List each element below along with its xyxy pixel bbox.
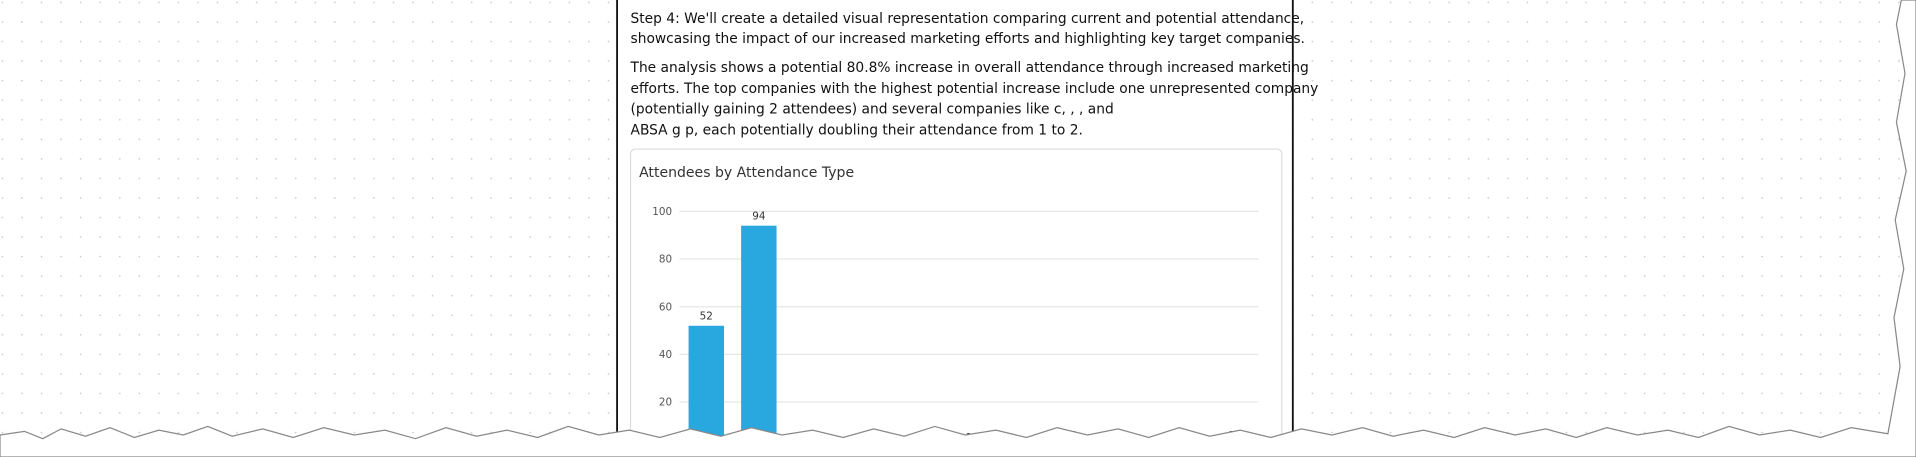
paragraph-line: showcasing the impact of our increased m… — [631, 31, 1305, 47]
y-tick-label: 20 — [659, 397, 672, 409]
bar — [741, 225, 777, 450]
y-tick-label: 40 — [659, 349, 672, 361]
y-tick-label: 60 — [659, 301, 672, 313]
bar — [688, 325, 725, 450]
paragraph-line: The analysis shows a potential 80.8% inc… — [630, 60, 1309, 76]
paragraph-line: Step 4: We'll create a detailed visual r… — [631, 11, 1305, 27]
chart-title: Attendees by Attendance Type — [639, 165, 854, 181]
value-label: 52 — [700, 311, 713, 323]
value-label: 94 — [752, 211, 766, 223]
chart-card — [629, 148, 1283, 457]
paragraph-line: (potentially gaining 2 attendees) and se… — [631, 102, 1114, 118]
y-tick-label: 100 — [652, 206, 672, 218]
paragraph-line: efforts. The top companies with the high… — [631, 81, 1319, 97]
paragraph-line: ABSA g p, each potentially doubling thei… — [631, 122, 1083, 138]
y-tick-label: 80 — [659, 254, 672, 266]
